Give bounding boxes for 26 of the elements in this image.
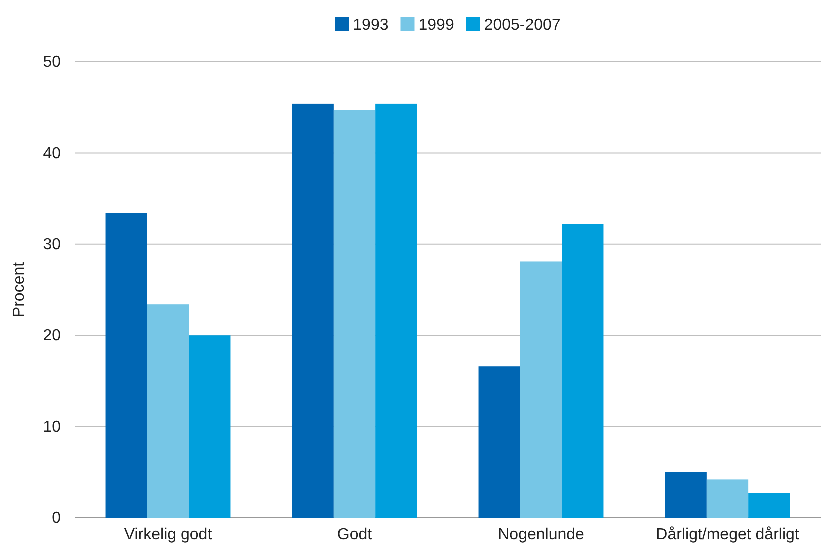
bar <box>106 213 148 518</box>
bar <box>334 110 376 518</box>
y-tick-label: 0 <box>52 510 62 528</box>
bar <box>292 104 334 518</box>
bar <box>376 104 418 518</box>
y-tick-label: 30 <box>43 236 62 254</box>
y-tick-label: 20 <box>43 328 62 345</box>
bar <box>189 336 231 518</box>
bar <box>562 224 604 518</box>
legend-label: 2005-2007 <box>484 17 561 34</box>
x-tick-label: Godt <box>337 526 373 544</box>
y-axis-title: Procent <box>11 262 28 318</box>
y-tick-label: 40 <box>43 145 62 162</box>
bar <box>147 304 190 518</box>
bar <box>665 472 707 518</box>
x-tick-label: Nogenlunde <box>498 526 584 544</box>
bar <box>478 366 520 518</box>
y-tick-label: 50 <box>43 54 62 72</box>
bar <box>748 493 790 518</box>
bar <box>520 262 562 518</box>
legend-label: 1999 <box>418 17 454 34</box>
legend-label: 1993 <box>353 17 389 34</box>
x-tick-label: Dårligt/meget dårligt <box>656 526 800 544</box>
y-tick-label: 10 <box>43 418 62 436</box>
x-tick-label: Virkelig godt <box>124 526 213 544</box>
bar <box>706 480 749 518</box>
